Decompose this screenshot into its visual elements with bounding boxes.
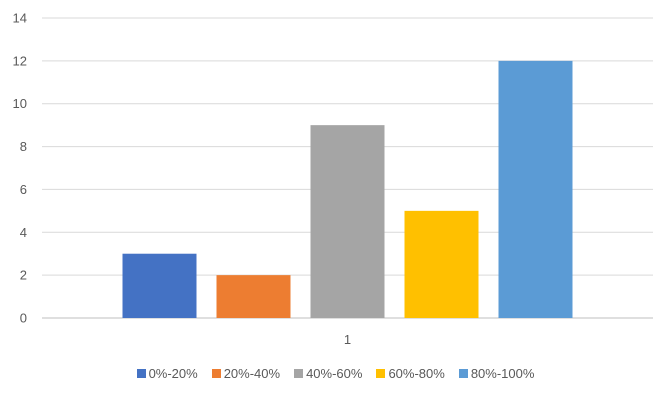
y-tick-label: 8 (20, 139, 27, 154)
y-tick-label: 12 (13, 53, 27, 68)
legend-item: 0%-20% (136, 366, 198, 381)
legend-label: 0%-20% (148, 366, 198, 381)
chart-legend: 0%-20% 20%-40% 40%-60% 60%-80% 80%-100% (0, 366, 671, 381)
legend-swatch (458, 369, 468, 378)
legend-swatch (136, 369, 146, 378)
bar-0%-20% (122, 253, 197, 318)
legend-swatch (376, 369, 386, 378)
legend-label: 80%-100% (470, 366, 535, 381)
legend-label: 20%-40% (223, 366, 281, 381)
legend-item: 80%-100% (458, 366, 535, 381)
legend-item: 20%-40% (211, 366, 281, 381)
bar-60%-80% (404, 210, 479, 318)
bar-80%-100% (498, 60, 573, 318)
legend-swatch (211, 369, 221, 378)
y-tick-label: 10 (13, 96, 27, 111)
y-tick-label: 6 (20, 182, 27, 197)
bar-20%-40% (216, 275, 291, 318)
y-tick-label: 2 (20, 268, 27, 283)
legend-label: 60%-80% (388, 366, 445, 381)
legend-item: 40%-60% (294, 366, 362, 381)
x-tick-label: 1 (344, 332, 351, 347)
y-tick-label: 4 (20, 225, 27, 240)
legend-swatch (294, 369, 304, 378)
bar-chart: 0 2 4 6 8 10 12 14 1 (13, 11, 653, 347)
y-tick-label: 14 (13, 11, 27, 26)
legend-label: 40%-60% (306, 366, 363, 381)
legend-item: 60%-80% (376, 366, 445, 381)
bar-40%-60% (310, 125, 385, 319)
y-tick-label: 0 (20, 311, 27, 326)
